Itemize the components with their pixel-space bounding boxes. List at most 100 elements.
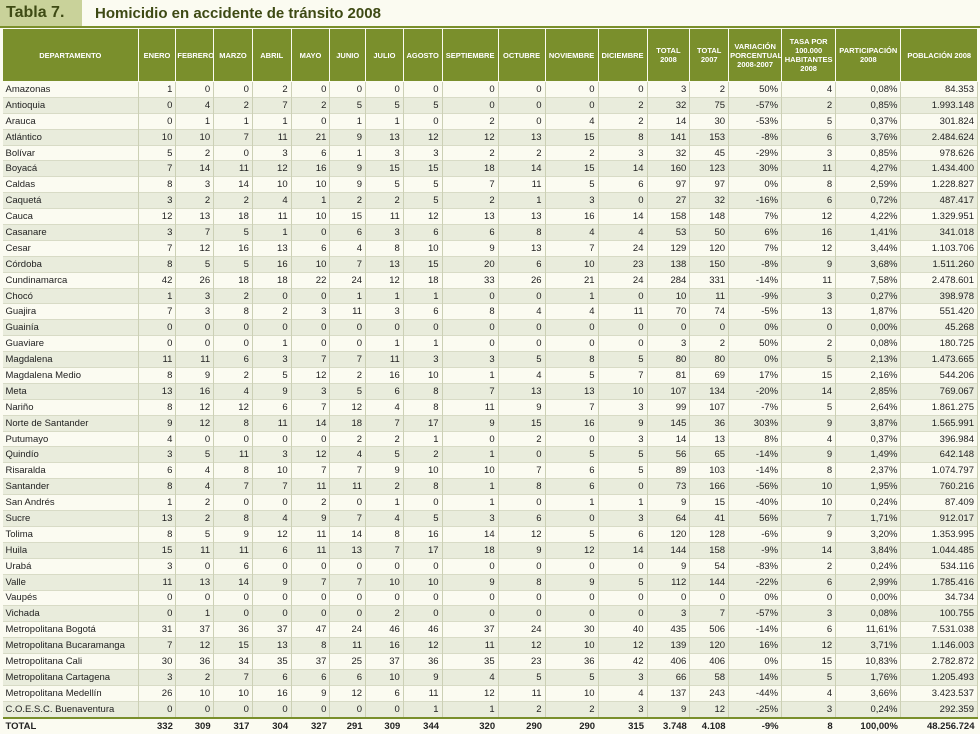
value-cell: 13 xyxy=(138,383,177,400)
value-cell: 34 xyxy=(213,653,253,670)
department-cell: Putumayo xyxy=(2,431,139,447)
value-cell: 0,00% xyxy=(835,590,902,606)
value-cell: 7 xyxy=(498,462,546,479)
value-cell: 75 xyxy=(689,97,730,114)
value-cell: 2 xyxy=(175,145,215,161)
column-header: TOTAL 2008 xyxy=(646,28,691,82)
value-cell: 13 xyxy=(781,303,837,320)
value-cell: 18 xyxy=(442,160,499,177)
value-cell: 0 xyxy=(138,113,177,130)
value-cell: 16 xyxy=(365,637,404,654)
value-cell: 0 xyxy=(598,335,648,352)
column-header: VARIACIÓN PORCENTUAL 2008-2007 xyxy=(728,28,782,82)
value-cell: 0 xyxy=(598,192,648,209)
table-row: Valle 11 13 14 9 7 7 10 10 9 8 9 5 112 144 -22% 6 2,99% 1.… xyxy=(2,574,978,590)
value-cell: 6 xyxy=(252,542,292,559)
value-cell: 7 xyxy=(213,478,253,495)
value-cell: 56 xyxy=(647,446,691,463)
value-cell: 58 xyxy=(689,669,730,686)
value-cell: 15 xyxy=(545,129,599,146)
value-cell: 87.409 xyxy=(900,494,978,511)
value-cell: 8 xyxy=(545,351,599,368)
value-cell: 0 xyxy=(545,431,599,447)
value-cell: 5 xyxy=(403,176,443,193)
value-cell: 2 xyxy=(252,81,292,98)
value-cell: 46 xyxy=(365,621,404,638)
value-cell: 7 xyxy=(442,383,499,400)
value-cell: 10 xyxy=(598,383,648,400)
value-cell: 8 xyxy=(498,574,546,590)
value-cell: 13 xyxy=(498,240,546,257)
value-cell: 9 xyxy=(252,383,292,400)
value-cell: 8 xyxy=(365,240,404,257)
value-cell: -14% xyxy=(728,621,783,638)
column-header: OCTUBRE xyxy=(497,28,546,82)
value-cell: 2 xyxy=(365,192,404,209)
value-cell: 1 xyxy=(252,335,292,352)
value-cell: 11 xyxy=(213,542,253,559)
table-row: C.O.E.S.C. Buenaventura 0 0 0 0 0 0 0 1 1 2 2 3 9 12 -2… xyxy=(2,701,978,718)
value-cell: -40% xyxy=(728,494,783,511)
value-cell: 0 xyxy=(252,590,292,606)
value-cell: 506 xyxy=(689,621,730,638)
total-cell: 4.108 xyxy=(689,716,729,734)
value-cell: 5 xyxy=(545,526,599,543)
value-cell: 45 xyxy=(689,145,730,161)
value-cell: 0 xyxy=(442,97,499,114)
value-cell: 0 xyxy=(213,335,253,352)
value-cell: 0,37% xyxy=(835,431,902,447)
value-cell: 0 xyxy=(442,558,499,575)
value-cell: 16 xyxy=(365,367,404,384)
value-cell: 129 xyxy=(647,240,691,257)
value-cell: 9 xyxy=(498,542,546,559)
table-row: Sucre 13 2 8 4 9 7 4 5 3 6 0 3 64 41 56% 7 1,71% 912.017 xyxy=(2,510,978,527)
department-cell: Vaupés xyxy=(2,590,139,606)
department-cell: Guajira xyxy=(2,303,139,320)
value-cell: 487.417 xyxy=(900,192,978,209)
value-cell: 3 xyxy=(647,81,691,98)
value-cell: 2 xyxy=(442,192,499,209)
value-cell: 12 xyxy=(442,685,499,702)
value-cell: 5 xyxy=(213,224,253,241)
value-cell: 34.734 xyxy=(900,590,978,606)
value-cell: 0 xyxy=(138,97,177,114)
value-cell: 2 xyxy=(175,494,215,511)
value-cell: 5 xyxy=(598,574,648,590)
value-cell: 15 xyxy=(138,542,177,559)
value-cell: 1.228.827 xyxy=(900,176,978,193)
value-cell: 7 xyxy=(329,510,367,527)
value-cell: 12 xyxy=(175,415,215,432)
value-cell: -44% xyxy=(728,685,783,702)
value-cell: 6 xyxy=(545,478,599,495)
department-cell: Meta xyxy=(2,383,139,400)
value-cell: 10 xyxy=(403,462,443,479)
value-cell: 3 xyxy=(365,224,404,241)
value-cell: 292.359 xyxy=(900,701,978,718)
value-cell: 9 xyxy=(329,176,367,193)
value-cell: 10,83% xyxy=(835,653,902,670)
value-cell: 12 xyxy=(545,542,599,559)
table-row: Putumayo 4 0 0 0 0 2 2 1 0 2 0 3 14 13 8% 4 0,37% 396.984 xyxy=(2,431,978,447)
value-cell: 8 xyxy=(403,478,443,495)
table-row: Córdoba 8 5 5 16 10 7 13 15 20 6 10 23 138 150 -8% 9 3,68… xyxy=(2,256,978,273)
value-cell: 7 xyxy=(291,351,331,368)
value-cell: 18 xyxy=(252,272,292,289)
value-cell: 16 xyxy=(175,383,215,400)
value-cell: 1.511.260 xyxy=(900,256,978,273)
value-cell: 12 xyxy=(291,446,331,463)
value-cell: -29% xyxy=(728,145,783,161)
value-cell: 2 xyxy=(175,192,215,209)
value-cell: 12 xyxy=(329,399,367,416)
value-cell: 9 xyxy=(598,415,648,432)
value-cell: 0 xyxy=(252,288,292,304)
value-cell: 89 xyxy=(647,462,691,479)
table-row: Casanare 3 7 5 1 0 6 3 6 6 8 4 4 53 50 6% 16 1,41% 341.018 xyxy=(2,224,978,241)
value-cell: 103 xyxy=(689,462,730,479)
column-header: JULIO xyxy=(365,28,404,82)
value-cell: 5 xyxy=(781,399,837,416)
value-cell: 18 xyxy=(329,415,367,432)
department-cell: Atlántico xyxy=(2,129,139,146)
value-cell: 11 xyxy=(291,478,331,495)
value-cell: 9 xyxy=(545,574,599,590)
value-cell: 37 xyxy=(175,621,215,638)
